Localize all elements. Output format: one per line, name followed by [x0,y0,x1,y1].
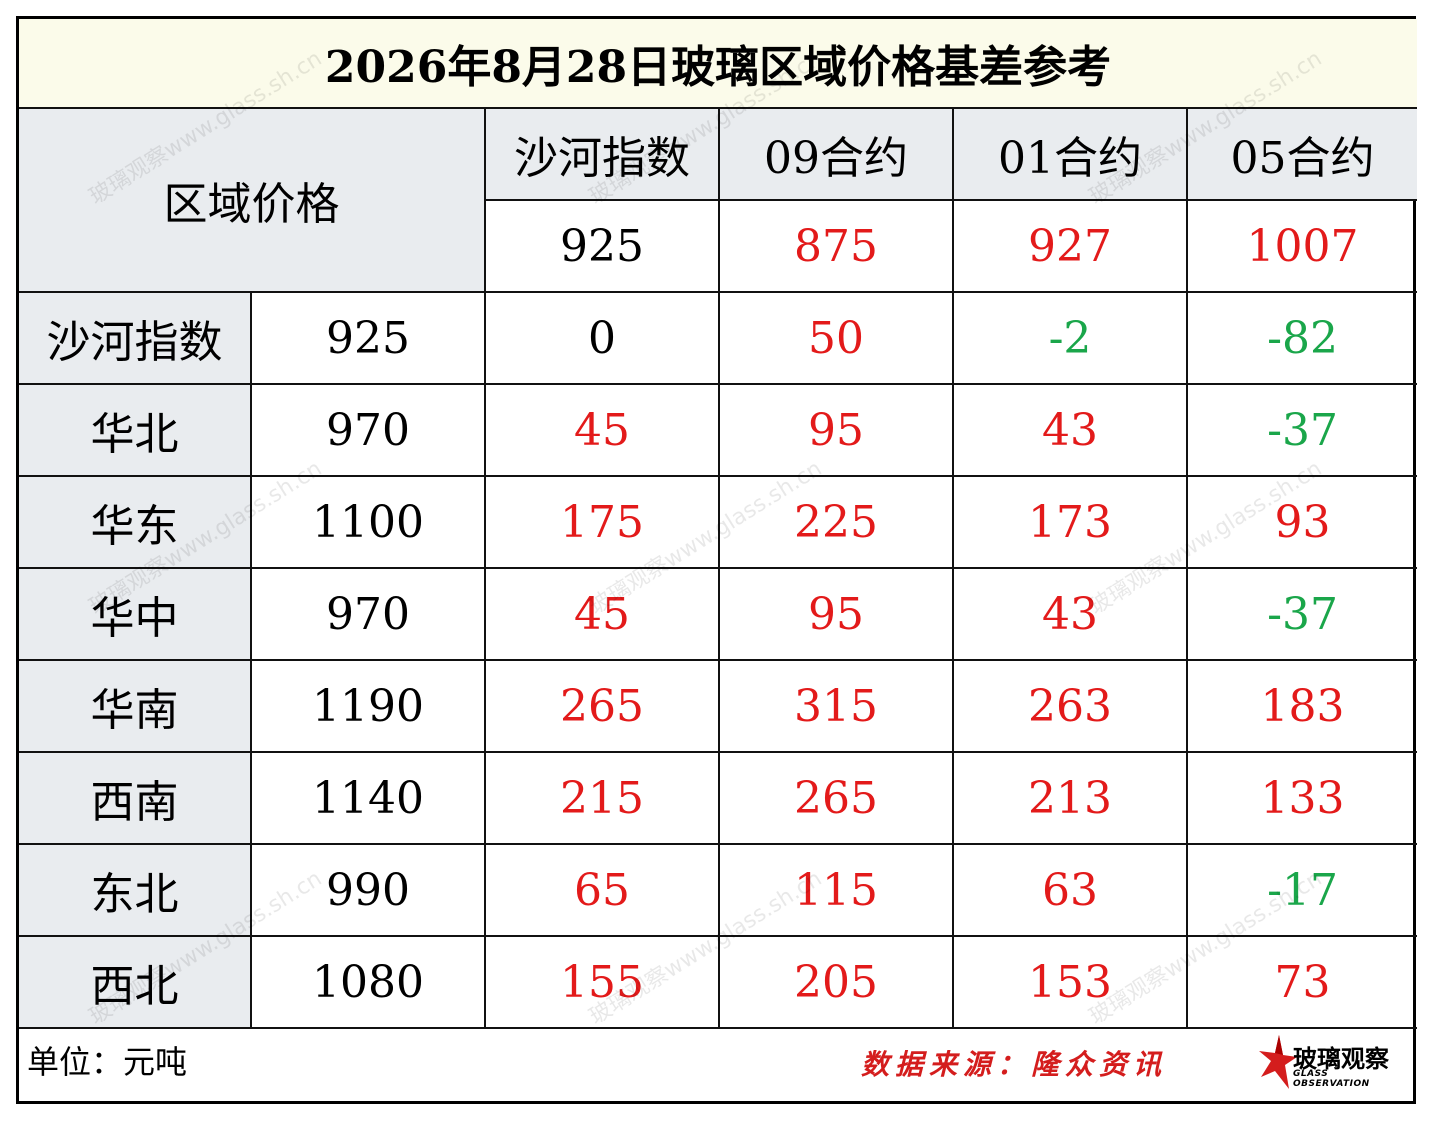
basis-table-frame: 2026年8月28日玻璃区域价格基差参考 区域价格 沙河指数 09合约 01合约… [16,16,1418,1105]
region-price: 970 [250,567,486,661]
table-row: 西北 1080 155 205 153 73 [19,935,1418,1029]
logo: 玻璃观察 GLASS OBSERVATION [1257,1033,1407,1093]
logo-subtitle: GLASS OBSERVATION [1293,1069,1370,1089]
basis-cell: 63 [952,843,1188,937]
basis-cell: 95 [718,567,954,661]
column-header-09: 09合约 [718,107,954,201]
region-price: 1190 [250,659,486,753]
basis-cell: 43 [952,383,1188,477]
basis-table: 2026年8月28日玻璃区域价格基差参考 区域价格 沙河指数 09合约 01合约… [19,19,1418,1029]
region-name: 东北 [19,843,252,937]
basis-cell: 133 [1185,751,1418,845]
region-name: 华北 [19,383,252,477]
basis-cell: 205 [718,935,954,1029]
region-name: 华东 [19,475,252,569]
region-price: 970 [250,383,486,477]
footer: 单位：元吨 数据来源：隆众资讯 玻璃观察 GLASS OBSERVATION [19,1019,1417,1105]
basis-cell: 265 [718,751,954,845]
region-price: 1140 [250,751,486,845]
basis-cell: 93 [1185,475,1418,569]
basis-cell: 153 [952,935,1188,1029]
table-row: 沙河指数 925 0 50 -2 -82 [19,292,1418,385]
table-row: 华东 1100 175 225 173 93 [19,475,1418,569]
basis-cell: 95 [718,383,954,477]
region-price-header: 区域价格 [19,107,486,293]
basis-cell: 45 [484,567,720,661]
unit-label: 单位：元吨 [27,1043,188,1081]
basis-cell: 43 [952,567,1188,661]
basis-cell: 0 [484,292,720,385]
region-name: 华南 [19,659,252,753]
column-header-05: 05合约 [1185,107,1418,201]
page-title: 2026年8月28日玻璃区域价格基差参考 [19,19,1418,109]
region-price: 1100 [250,475,486,569]
basis-cell: 173 [952,475,1188,569]
table-row: 华北 970 45 95 43 -37 [19,383,1418,477]
table-row: 东北 990 65 115 63 -17 [19,843,1418,937]
basis-cell: 225 [718,475,954,569]
basis-cell: 45 [484,383,720,477]
basis-cell: 315 [718,659,954,753]
basis-value-shahe: 925 [485,199,720,293]
basis-cell: -82 [1185,292,1418,385]
basis-cell: 263 [952,659,1188,753]
basis-cell: -37 [1185,567,1418,661]
region-price: 1080 [250,935,486,1029]
region-name: 西南 [19,751,252,845]
basis-cell: 175 [484,475,720,569]
basis-cell: 65 [484,843,720,937]
basis-value-05: 1007 [1185,199,1418,293]
basis-cell: 115 [718,843,954,937]
data-source: 数据来源：隆众资讯 [861,1048,1168,1081]
region-name: 西北 [19,935,252,1029]
basis-cell: -2 [952,292,1188,385]
basis-cell: 50 [718,292,954,385]
logo-text: 玻璃观察 [1293,1045,1389,1073]
region-price: 990 [250,843,486,937]
basis-cell: 215 [484,751,720,845]
region-price: 925 [250,292,486,385]
basis-value-09: 875 [718,199,954,293]
basis-cell: 183 [1185,659,1418,753]
basis-cell: 155 [484,935,720,1029]
region-name: 华中 [19,567,252,661]
table-row: 西南 1140 215 265 213 133 [19,751,1418,845]
column-header-01: 01合约 [952,107,1188,201]
basis-cell: -37 [1185,383,1418,477]
basis-cell: 265 [484,659,720,753]
basis-value-01: 927 [952,199,1188,293]
table-row: 华中 970 45 95 43 -37 [19,567,1418,661]
region-name: 沙河指数 [19,292,252,385]
basis-cell: -17 [1185,843,1418,937]
basis-cell: 213 [952,751,1188,845]
star-logo-icon [1259,1035,1297,1089]
table-row: 华南 1190 265 315 263 183 [19,659,1418,753]
basis-cell: 73 [1185,935,1418,1029]
column-header-shahe: 沙河指数 [484,107,720,201]
